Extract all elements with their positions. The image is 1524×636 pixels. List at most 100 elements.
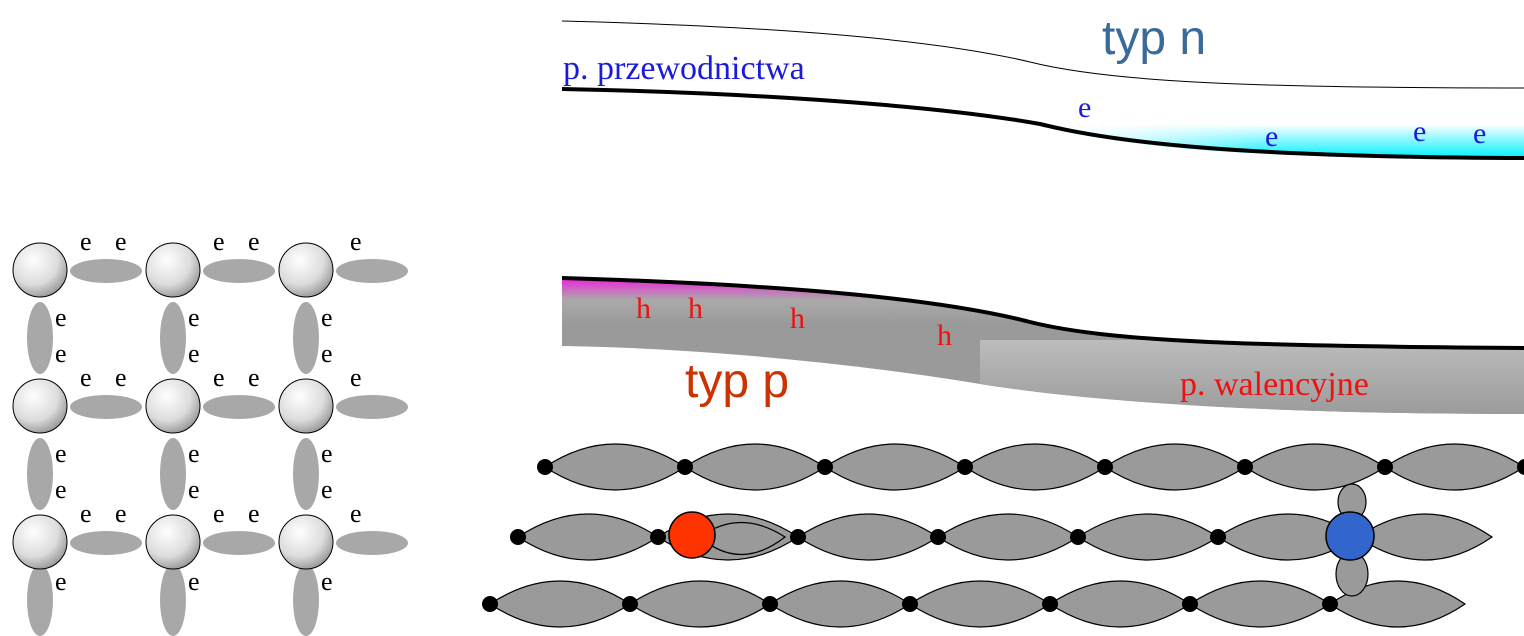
- chain-node: [1237, 459, 1253, 475]
- bond-electron: e: [321, 475, 333, 504]
- chain-node: [762, 596, 778, 612]
- chain-node: [510, 529, 526, 545]
- conduction-electron: e: [1078, 91, 1091, 124]
- horizontal-bond: [203, 259, 275, 283]
- silicon-atom: [145, 378, 201, 434]
- valence-hole: h: [790, 302, 805, 335]
- bond-electron: e: [321, 303, 333, 332]
- bond-electron: e: [188, 303, 200, 332]
- acceptor-atom: [668, 511, 716, 559]
- bond-electron: e: [80, 227, 92, 256]
- conduction-electron: e: [1265, 120, 1278, 153]
- bond-electron: e: [248, 363, 260, 392]
- silicon-atom: [12, 242, 68, 298]
- chain-bond: [768, 580, 912, 628]
- bond-electron: e: [115, 363, 127, 392]
- conduction-electron: e: [1473, 117, 1486, 150]
- chain-node: [930, 529, 946, 545]
- valence-hole: h: [636, 292, 651, 325]
- silicon-atom: [12, 514, 68, 570]
- chain-bond: [1383, 443, 1524, 491]
- bond-electron: e: [213, 363, 225, 392]
- chain-bond: [1188, 580, 1332, 628]
- chain-node: [1210, 529, 1226, 545]
- electron-fill-fade: [1040, 124, 1524, 158]
- bond-electron: e: [321, 339, 333, 368]
- silicon-atom: [12, 378, 68, 434]
- horizontal-bond: [70, 531, 142, 555]
- conduction-band-label: p. przewodnictwa: [563, 50, 805, 87]
- bond-electron: e: [213, 499, 225, 528]
- conduction-band-upper-line: [561, 20, 1524, 89]
- p-type-label: typ p: [685, 355, 789, 408]
- conduction-electron: e: [1413, 115, 1426, 148]
- conduction-band-edge: [561, 87, 1524, 160]
- chain-node: [622, 596, 638, 612]
- vertical-bond: [27, 302, 53, 374]
- chain-node: [482, 596, 498, 612]
- chain-node: [817, 459, 833, 475]
- chain-node: [1517, 459, 1524, 475]
- horizontal-bond: [203, 395, 275, 419]
- bond-electron: e: [248, 227, 260, 256]
- bond-electron: e: [55, 303, 67, 332]
- horizontal-bond: [336, 259, 408, 283]
- chain-bond: [823, 443, 967, 491]
- bond-electron: e: [188, 339, 200, 368]
- bond-electron: e: [188, 475, 200, 504]
- bond-electron: e: [248, 499, 260, 528]
- chain-bond: [1048, 580, 1192, 628]
- horizontal-bond: [70, 259, 142, 283]
- bond-electron: e: [55, 439, 67, 468]
- chain-node: [1070, 529, 1086, 545]
- chain-node: [1042, 596, 1058, 612]
- chain-bond: [1103, 443, 1247, 491]
- chain-bond: [1328, 580, 1467, 628]
- vertical-bond: [293, 302, 319, 374]
- silicon-atom: [145, 514, 201, 570]
- chain-node: [650, 529, 666, 545]
- chain-node: [790, 529, 806, 545]
- chain-node: [957, 459, 973, 475]
- vertical-bond: [160, 302, 186, 374]
- bond-electron: e: [115, 499, 127, 528]
- bond-electron: e: [321, 439, 333, 468]
- chain-bond: [628, 580, 772, 628]
- bond-electron: e: [213, 227, 225, 256]
- vertical-bond: [293, 438, 319, 510]
- vertical-bond: [293, 564, 319, 636]
- silicon-atom: [145, 242, 201, 298]
- chain-node: [1097, 459, 1113, 475]
- vertical-bond: [160, 438, 186, 510]
- bond-electron: e: [188, 567, 200, 596]
- chain-bond: [543, 443, 687, 491]
- valence-band-edge: [561, 276, 1524, 350]
- chain-bond: [1243, 443, 1387, 491]
- chain-bond: [908, 580, 1052, 628]
- chain-bond: [1076, 513, 1220, 561]
- horizontal-bond: [336, 531, 408, 555]
- bond-electron: e: [55, 475, 67, 504]
- silicon-atom: [278, 378, 334, 434]
- valence-hole: h: [688, 292, 703, 325]
- chain-node: [1182, 596, 1198, 612]
- chain-node: [902, 596, 918, 612]
- chain-node: [1322, 596, 1338, 612]
- bond-chains: [482, 443, 1524, 628]
- chain-bond: [936, 513, 1080, 561]
- valence-hole: h: [937, 319, 952, 352]
- chain-node: [677, 459, 693, 475]
- chain-node: [537, 459, 553, 475]
- bond-electron: e: [350, 499, 362, 528]
- bond-electron: e: [350, 363, 362, 392]
- horizontal-bond: [336, 395, 408, 419]
- chain-node: [1377, 459, 1393, 475]
- silicon-atom: [278, 242, 334, 298]
- chain-bond: [963, 443, 1107, 491]
- bond-electron: e: [321, 567, 333, 596]
- vertical-bond: [27, 438, 53, 510]
- chain-bond: [1356, 513, 1494, 561]
- band-diagram: typ n p. przewodnictwa typ p p. walencyj…: [561, 12, 1524, 414]
